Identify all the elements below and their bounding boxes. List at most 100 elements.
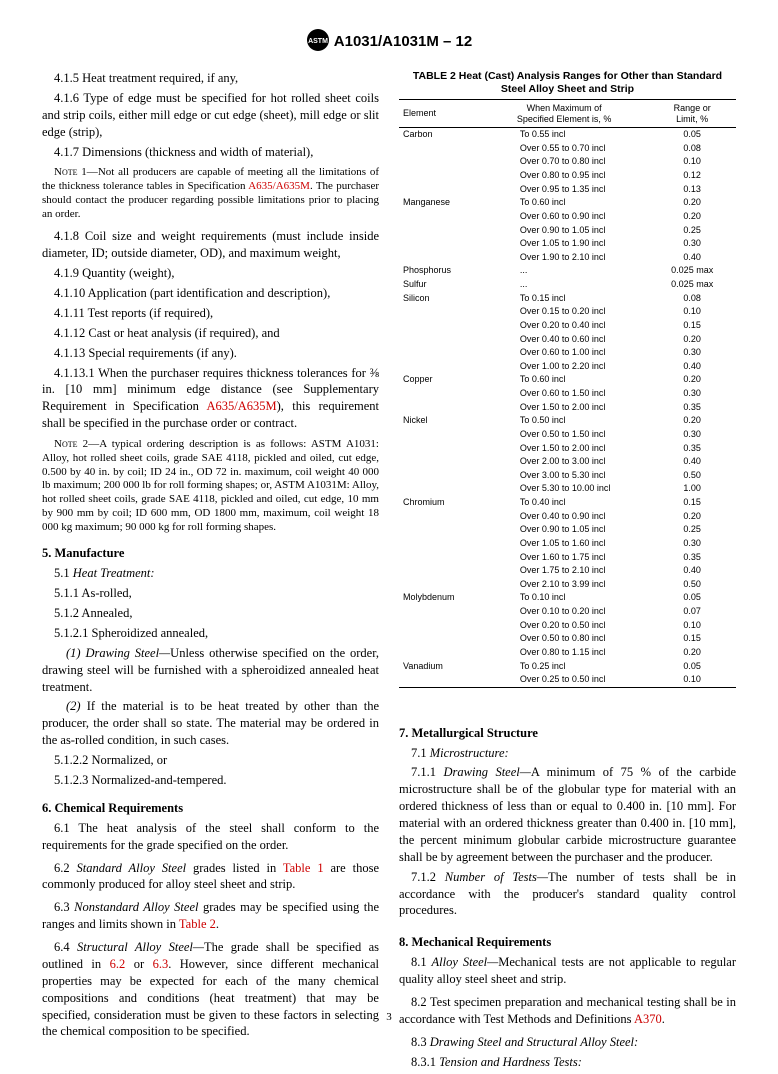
page-number: 3: [0, 1011, 778, 1023]
svg-text:ASTM: ASTM: [308, 38, 328, 45]
cell-element: [399, 605, 480, 619]
clause-4.1.7: 4.1.7 Dimensions (thickness and width of…: [42, 144, 379, 161]
c63-a: 6.3: [54, 900, 74, 914]
c64-a: 6.4: [54, 940, 77, 954]
table-row: Over 0.80 to 1.15 incl0.20: [399, 646, 736, 660]
cell-range: 0.40: [648, 360, 736, 374]
table-row: VanadiumTo 0.25 incl0.05: [399, 659, 736, 673]
cell-range: 0.15: [648, 319, 736, 333]
c831-a: 8.3.1: [411, 1055, 439, 1069]
cell-spec: Over 0.80 to 1.15 incl: [480, 646, 649, 660]
cell-element: [399, 332, 480, 346]
clause-5.1: 5.1 Heat Treatment:: [42, 565, 379, 582]
table-row: Over 0.60 to 0.90 incl0.20: [399, 210, 736, 224]
c711-b: A minimum of 75 % of the carbide microst…: [399, 765, 736, 863]
c64-i: Structural Alloy Steel—: [77, 940, 204, 954]
cell-spec: Over 0.80 to 0.95 incl: [480, 169, 649, 183]
link-a635[interactable]: A635/A635M: [248, 180, 310, 192]
th-range: Range or Limit, %: [648, 100, 736, 128]
clause-5.1-num: 5.1: [54, 566, 73, 580]
cell-range: 0.30: [648, 428, 736, 442]
table-row: Over 0.40 to 0.60 incl0.20: [399, 332, 736, 346]
cell-range: 0.20: [648, 210, 736, 224]
item-2-lead: (2): [66, 699, 81, 713]
table-row: Over 2.10 to 3.99 incl0.50: [399, 578, 736, 592]
clause-4.1.10: 4.1.10 Application (part identification …: [42, 285, 379, 302]
table-row: Over 0.80 to 0.95 incl0.12: [399, 169, 736, 183]
table-row: Over 0.50 to 1.50 incl0.30: [399, 428, 736, 442]
cell-range: 0.08: [648, 291, 736, 305]
cell-element: [399, 523, 480, 537]
cell-spec: Over 2.10 to 3.99 incl: [480, 578, 649, 592]
table-row: Over 1.05 to 1.60 incl0.30: [399, 537, 736, 551]
link-6.3[interactable]: 6.3: [153, 957, 169, 971]
two-column-layout: 4.1.5 Heat treatment required, if any, 4…: [42, 70, 736, 1074]
cell-spec: Over 2.00 to 3.00 incl: [480, 455, 649, 469]
cell-range: 0.20: [648, 509, 736, 523]
cell-element: Manganese: [399, 196, 480, 210]
cell-range: 0.10: [648, 618, 736, 632]
clause-8.1: 8.1 Alloy Steel—Mechanical tests are not…: [399, 954, 736, 988]
link-6.2[interactable]: 6.2: [110, 957, 126, 971]
c62-b: grades listed in: [186, 861, 283, 875]
table-row: Over 1.05 to 1.90 incl0.30: [399, 237, 736, 251]
table-row: Over 0.90 to 1.05 incl0.25: [399, 523, 736, 537]
table-2: Element When Maximum of Specified Elemen…: [399, 99, 736, 687]
cell-spec: To 0.25 incl: [480, 659, 649, 673]
clause-4.1.5: 4.1.5 Heat treatment required, if any,: [42, 70, 379, 87]
clause-5.1.2.1-1: (1) Drawing Steel—Unless otherwise speci…: [42, 645, 379, 696]
cell-spec: Over 5.30 to 10.00 incl: [480, 482, 649, 496]
link-table1[interactable]: Table 1: [283, 861, 324, 875]
doc-header: ASTM A1031/A1031M – 12: [42, 28, 736, 56]
cell-range: 0.20: [648, 332, 736, 346]
cell-range: 0.35: [648, 550, 736, 564]
cell-spec: Over 0.50 to 0.80 incl: [480, 632, 649, 646]
cell-element: Chromium: [399, 496, 480, 510]
right-column: TABLE 2 Heat (Cast) Analysis Ranges for …: [399, 70, 736, 1074]
cell-spec: Over 0.15 to 0.20 incl: [480, 305, 649, 319]
cell-range: 0.20: [648, 646, 736, 660]
table-row: Over 1.50 to 2.00 incl0.35: [399, 441, 736, 455]
cell-element: [399, 482, 480, 496]
cell-spec: To 0.15 incl: [480, 291, 649, 305]
cell-range: 0.20: [648, 414, 736, 428]
c71-a: 7.1: [411, 746, 430, 760]
cell-spec: Over 1.60 to 1.75 incl: [480, 550, 649, 564]
cell-element: [399, 155, 480, 169]
cell-spec: Over 0.60 to 0.90 incl: [480, 210, 649, 224]
cell-range: 0.25: [648, 523, 736, 537]
clause-4.1.12: 4.1.12 Cast or heat analysis (if require…: [42, 325, 379, 342]
clause-5.1.2.1-2: (2) If the material is to be heat treate…: [42, 698, 379, 749]
cell-element: [399, 223, 480, 237]
table-row: ManganeseTo 0.60 incl0.20: [399, 196, 736, 210]
table2-body: CarbonTo 0.55 incl0.05Over 0.55 to 0.70 …: [399, 127, 736, 687]
cell-element: [399, 469, 480, 483]
cell-spec: To 0.40 incl: [480, 496, 649, 510]
link-a635-2[interactable]: A635/A635M: [206, 399, 276, 413]
clause-5.1.2.1: 5.1.2.1 Spheroidized annealed,: [42, 625, 379, 642]
table-row: NickelTo 0.50 incl0.20: [399, 414, 736, 428]
cell-spec: Over 0.10 to 0.20 incl: [480, 605, 649, 619]
clause-5.1-title: Heat Treatment:: [73, 566, 155, 580]
table-row: Over 0.10 to 0.20 incl0.07: [399, 605, 736, 619]
cell-element: [399, 251, 480, 265]
cell-range: 0.10: [648, 305, 736, 319]
cell-element: [399, 169, 480, 183]
cell-range: 0.13: [648, 182, 736, 196]
table-row: Over 0.95 to 1.35 incl0.13: [399, 182, 736, 196]
cell-element: [399, 537, 480, 551]
cell-range: 0.20: [648, 196, 736, 210]
cell-spec: To 0.50 incl: [480, 414, 649, 428]
cell-range: 0.50: [648, 469, 736, 483]
cell-element: [399, 237, 480, 251]
cell-element: Nickel: [399, 414, 480, 428]
table-row: SiliconTo 0.15 incl0.08: [399, 291, 736, 305]
table-row: Over 0.55 to 0.70 incl0.08: [399, 142, 736, 156]
cell-range: 1.00: [648, 482, 736, 496]
table-row: ChromiumTo 0.40 incl0.15: [399, 496, 736, 510]
link-table2[interactable]: Table 2: [179, 917, 216, 931]
cell-range: 0.25: [648, 223, 736, 237]
cell-range: 0.15: [648, 496, 736, 510]
cell-spec: To 0.60 incl: [480, 373, 649, 387]
table-row: Over 0.60 to 1.00 incl0.30: [399, 346, 736, 360]
